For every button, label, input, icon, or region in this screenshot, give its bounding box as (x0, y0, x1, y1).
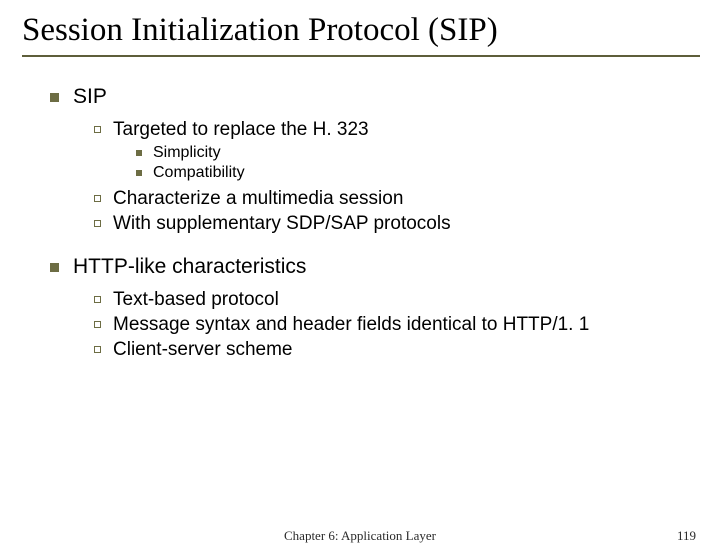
level3-group: Simplicity Compatibility (94, 144, 690, 182)
bullet-text: Targeted to replace the H. 323 (113, 119, 369, 141)
level2-group: Targeted to replace the H. 323 Simplicit… (50, 119, 690, 235)
bullet-text: Compatibility (153, 164, 245, 182)
hollow-square-bullet-icon (94, 346, 101, 353)
bullet-text: Client-server scheme (113, 339, 293, 361)
bullet-level2: Characterize a multimedia session (94, 188, 690, 210)
level2-group: Text-based protocol Message syntax and h… (50, 289, 690, 361)
bullet-text: Text-based protocol (113, 289, 279, 311)
bullet-text: Characterize a multimedia session (113, 188, 403, 210)
bullet-text: With supplementary SDP/SAP protocols (113, 213, 451, 235)
hollow-square-bullet-icon (94, 321, 101, 328)
small-square-bullet-icon (136, 150, 142, 156)
bullet-text: SIP (73, 85, 107, 109)
bullet-level2: Client-server scheme (94, 339, 690, 361)
square-bullet-icon (50, 263, 59, 272)
small-square-bullet-icon (136, 170, 142, 176)
bullet-text: Message syntax and header fields identic… (113, 314, 589, 336)
spacer (50, 243, 690, 255)
slide-title: Session Initialization Protocol (SIP) (0, 0, 720, 55)
bullet-level1: HTTP-like characteristics (50, 255, 690, 279)
bullet-level2: Targeted to replace the H. 323 (94, 119, 690, 141)
bullet-level1: SIP (50, 85, 690, 109)
footer-page-number: 119 (677, 528, 696, 544)
bullet-text: HTTP-like characteristics (73, 255, 306, 279)
bullet-text: Simplicity (153, 144, 221, 162)
bullet-level2: Message syntax and header fields identic… (94, 314, 690, 336)
bullet-level3: Simplicity (136, 144, 690, 162)
slide: Session Initialization Protocol (SIP) SI… (0, 0, 720, 540)
hollow-square-bullet-icon (94, 220, 101, 227)
slide-content: SIP Targeted to replace the H. 323 Simpl… (0, 57, 720, 361)
hollow-square-bullet-icon (94, 195, 101, 202)
hollow-square-bullet-icon (94, 126, 101, 133)
footer-chapter: Chapter 6: Application Layer (0, 528, 720, 544)
bullet-level2: Text-based protocol (94, 289, 690, 311)
hollow-square-bullet-icon (94, 296, 101, 303)
bullet-level2: With supplementary SDP/SAP protocols (94, 213, 690, 235)
square-bullet-icon (50, 93, 59, 102)
bullet-level3: Compatibility (136, 164, 690, 182)
